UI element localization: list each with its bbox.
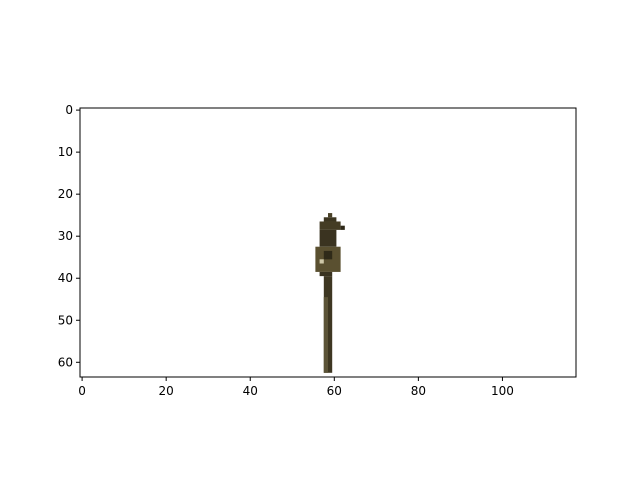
pixel	[319, 229, 337, 247]
x-tick-label: 60	[327, 384, 342, 398]
y-tick-label: 50	[58, 313, 73, 327]
y-tick-label: 30	[58, 229, 73, 243]
x-tick-label: 80	[411, 384, 426, 398]
pixel	[319, 259, 324, 264]
pixel	[340, 225, 345, 230]
x-tick-label: 40	[243, 384, 258, 398]
pixel	[323, 250, 333, 260]
y-tick-label: 40	[58, 271, 73, 285]
pixel	[328, 213, 333, 218]
y-tick-label: 10	[58, 145, 73, 159]
x-tick-label: 100	[491, 384, 514, 398]
y-tick-label: 60	[58, 355, 73, 369]
pixel	[323, 297, 328, 373]
x-tick-label: 0	[78, 384, 86, 398]
pixel	[323, 217, 337, 222]
y-tick-label: 20	[58, 187, 73, 201]
pixel	[319, 221, 341, 230]
x-tick-label: 20	[159, 384, 174, 398]
axes-frame	[79, 107, 577, 378]
pixel	[319, 271, 333, 277]
y-tick-label: 0	[65, 103, 73, 117]
